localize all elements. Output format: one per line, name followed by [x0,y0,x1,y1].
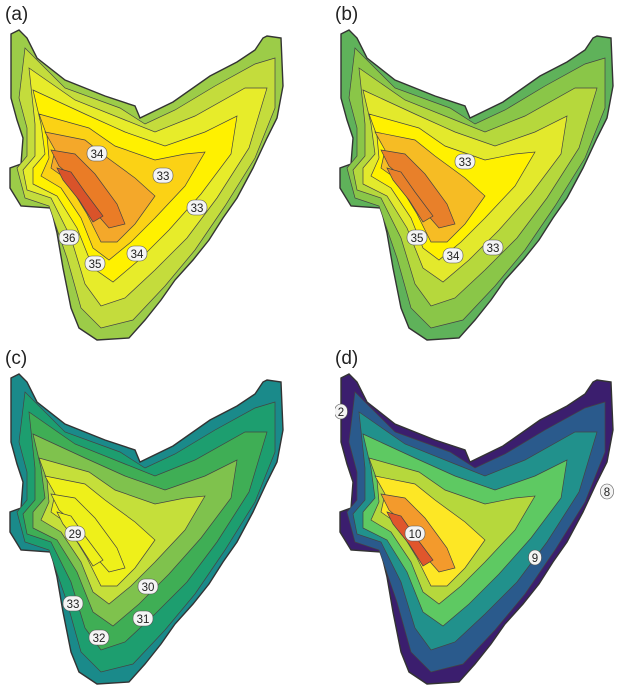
panel-label-a: (a) [5,4,29,25]
contour-label-background [335,403,348,420]
contour-label-background [84,255,106,272]
contour-label-background [528,549,542,566]
contour-label-background [600,483,614,500]
contour-label-background [62,595,84,612]
contour-label-background [482,239,504,256]
contour-label: 2 [338,407,344,419]
contour-label-background [88,629,110,646]
panel-label-b: (b) [335,4,359,25]
contour-label-background [86,145,108,162]
contour-label: 33 [191,203,204,215]
map-a-labels: 34 33 33 36 35 34 [58,145,208,272]
contour-map-c: 29 30 33 31 32 [9,373,284,685]
contour-map-a: 34 33 33 36 35 34 [9,29,284,341]
contour-label-background [126,245,148,262]
map-panel-a: (a) 34 33 33 36 35 34 [5,4,305,341]
contour-label: 33 [487,243,500,255]
contour-map-d: 2 8 10 9 [335,373,614,685]
contour-label: 9 [532,553,538,565]
contour-label: 32 [93,633,106,645]
contour-band [386,167,434,223]
contour-label: 35 [411,233,424,245]
contour-label: 33 [157,171,170,183]
panel-label-d: (d) [335,348,359,369]
map-panel-b: (b) 33 35 34 33 [335,4,635,341]
contour-label: 33 [459,157,472,169]
map-panel-d: (d) 2 8 10 9 [335,348,635,685]
map-c-labels: 29 30 33 31 32 [62,525,159,646]
contour-label-background [137,578,159,595]
contour-label-background [132,610,154,627]
map-d-labels: 2 8 10 9 [335,403,614,566]
contour-label-background [404,525,426,542]
contour-label: 36 [63,233,76,245]
contour-label-background [64,525,86,542]
contour-label: 35 [89,259,102,271]
contour-label-background [454,153,476,170]
contour-label-background [152,167,174,184]
contour-label-background [186,199,208,216]
map-b-labels: 33 35 34 33 [406,153,504,264]
map-a-fills [9,29,284,341]
contour-label: 34 [91,149,104,161]
contour-label: 29 [69,529,82,541]
contour-label: 30 [142,582,155,594]
panel-label-c: (c) [5,348,28,369]
contour-band [56,167,104,223]
contour-label: 31 [137,614,150,626]
contour-label: 34 [447,251,460,263]
contour-label: 33 [67,599,80,611]
contour-label-background [442,247,464,264]
contour-label: 8 [604,487,610,499]
map-panel-c: (c) 29 30 33 31 32 [5,348,305,685]
map-d-fills [339,373,614,685]
contour-label-background [58,229,80,246]
contour-label: 10 [409,529,422,541]
map-c-fills [9,373,284,685]
contour-label-background [406,229,428,246]
contour-map-b: 33 35 34 33 [339,29,614,341]
map-b-fills [339,29,614,341]
contour-label: 34 [131,249,144,261]
